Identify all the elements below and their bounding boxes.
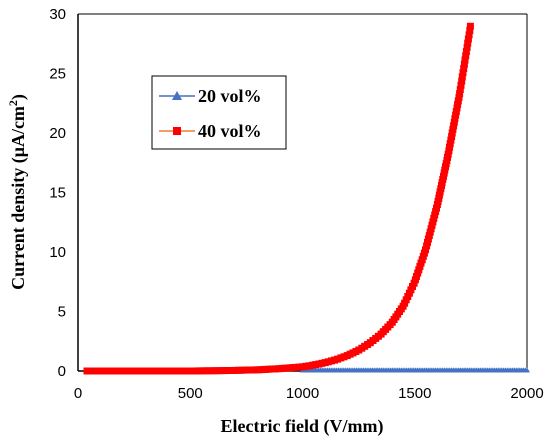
y-tick-label: 20 xyxy=(49,125,66,142)
series-40vol-point xyxy=(446,140,454,148)
legend-marker-20 xyxy=(172,91,182,100)
series-40vol-point xyxy=(452,108,460,116)
x-axis-title: Electric field (V/mm) xyxy=(221,416,384,437)
legend: 20 vol% 40 vol% xyxy=(151,75,287,150)
series-40vol-point xyxy=(464,39,472,47)
series-40vol-point xyxy=(456,90,464,98)
series-40vol-point xyxy=(463,43,471,51)
x-tick-labels: 0 500 1000 1500 2000 xyxy=(74,385,544,402)
series-40vol-point xyxy=(433,204,440,212)
series-40vol-point xyxy=(461,56,469,64)
series-20vol-point xyxy=(524,367,530,373)
series-40vol-point xyxy=(448,129,456,137)
series-40vol-point xyxy=(466,27,474,34)
series-40vol-point xyxy=(450,118,458,126)
plot-area xyxy=(77,13,528,372)
series-40vol-point xyxy=(422,246,429,254)
y-tick-label: 30 xyxy=(49,6,66,23)
series-40vol-point xyxy=(448,133,456,141)
x-tick-label: 1000 xyxy=(286,385,319,402)
series-40vol-point xyxy=(458,77,466,85)
series-40vol-point xyxy=(462,48,470,56)
series-40vol-point xyxy=(466,22,474,30)
y-axis-title-sup: 2 xyxy=(6,100,20,106)
series-40vol-point xyxy=(460,60,468,68)
y-tick-label: 10 xyxy=(49,244,66,261)
series-40vol-point xyxy=(457,81,465,89)
series-40vol-point xyxy=(465,31,473,39)
series-40vol-point xyxy=(460,65,468,72)
series-40vol-point xyxy=(462,52,470,60)
y-axis-title-main: Current density (μA/cm xyxy=(8,106,29,290)
series-40vol-point xyxy=(452,111,460,119)
series-40vol-point xyxy=(446,143,453,151)
legend-label-20: 20 vol% xyxy=(198,86,262,106)
y-axis-title: Current density (μA/cm2) xyxy=(6,94,29,290)
series-40vol-point xyxy=(464,35,472,43)
series-40vol-point xyxy=(453,104,461,112)
y-tick-label: 0 xyxy=(58,363,66,380)
x-tick-label: 500 xyxy=(178,385,203,402)
x-tick-label: 1500 xyxy=(398,385,431,402)
legend-label-40: 40 vol% xyxy=(198,121,262,141)
series-40vol-point xyxy=(459,69,467,77)
legend-marker-40 xyxy=(173,127,181,135)
series-40vol-point xyxy=(454,97,462,105)
y-axis-title-close: ) xyxy=(8,94,29,100)
series-layer xyxy=(83,22,530,375)
legend-box xyxy=(151,75,287,150)
y-tick-labels: 0 5 10 15 20 25 30 xyxy=(49,6,66,380)
x-tick-label: 2000 xyxy=(510,385,543,402)
series-40vol-point xyxy=(450,122,458,130)
series-40vol-point xyxy=(455,93,463,101)
series-40vol-point xyxy=(456,86,464,93)
y-tick-label: 25 xyxy=(49,66,66,83)
series-40vol-point xyxy=(458,73,466,81)
series-20vol xyxy=(299,367,530,373)
x-tick-label: 0 xyxy=(74,385,82,402)
series-40vol xyxy=(83,22,474,375)
y-tick-label: 5 xyxy=(58,304,66,321)
y-tick-label: 15 xyxy=(49,185,66,202)
